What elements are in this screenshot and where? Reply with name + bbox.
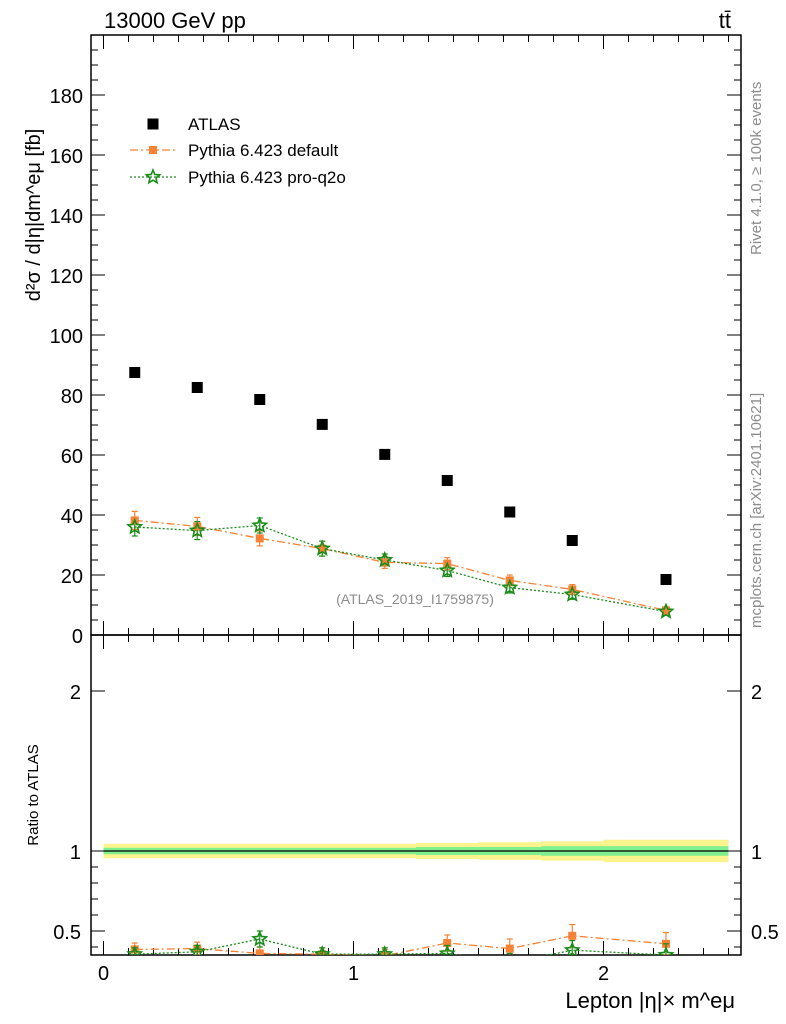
pythia-default-point	[193, 522, 202, 531]
header-left-label: 13000 GeV pp	[104, 8, 246, 33]
main-axis-ticks: 0 20 40 60 80 100 120 140 160 180	[50, 34, 741, 648]
y-tick-label-main: 180	[50, 86, 83, 108]
legend-atlas-marker	[147, 118, 159, 130]
ratio-axis-ticks: 0.5 0.5 1 1 2 2	[53, 635, 779, 955]
ratio-y-tick-label-right: 2	[751, 682, 762, 704]
legend: ATLAS Pythia 6.423 default Pythia 6.423 pr…	[130, 115, 346, 187]
pythia-q2o-point	[251, 516, 269, 533]
atlas-point	[254, 394, 266, 405]
atlas-point	[566, 535, 578, 546]
x-tick-label: 0	[98, 963, 109, 985]
ratio-y-tick-label-right: 1	[751, 842, 762, 864]
ratio-pythia-q2o-point	[376, 945, 394, 955]
ratio-pythia-q2o-point	[188, 942, 206, 955]
ratio-pythia-default-point	[568, 931, 577, 940]
ratio-data-marks	[126, 923, 675, 955]
y-tick-label-main: 20	[61, 566, 83, 588]
atlas-point	[191, 382, 203, 393]
y-tick-label-main: 0	[72, 626, 83, 648]
main-data-marks	[126, 367, 675, 619]
atlas-point	[441, 475, 453, 486]
ratio-uncertainty-band	[103, 839, 729, 863]
y-tick-label-main: 120	[50, 266, 83, 288]
y-axis-label-main: d²σ / d|η|dm^eμ [fb]	[23, 129, 45, 302]
ratio-y-tick-label-left: 0.5	[53, 922, 81, 944]
series-line	[134, 519, 667, 612]
atlas-point	[316, 418, 328, 430]
legend-label: Pythia 6.423 pro-q2o	[188, 168, 346, 187]
y-tick-label-main: 60	[61, 446, 83, 468]
ratio-pythia-q2o-point	[126, 945, 144, 955]
header-right-label: tt̄	[719, 8, 731, 33]
atlas-point	[504, 506, 516, 518]
ratio-pythia-q2o-point	[438, 944, 456, 955]
y-tick-label-main: 80	[61, 386, 83, 408]
ratio-pythia-default-point	[443, 939, 452, 947]
main-plot-panel: 0 20 40 60 80 100 120 140 160 180 (ATLAS_2019_I17…	[50, 34, 742, 648]
ratio-pythia-q2o-point	[251, 929, 269, 947]
ratio-series-line	[134, 935, 667, 955]
legend-default-marker	[149, 146, 157, 154]
y-tick-label-main: 100	[50, 326, 83, 348]
ratio-plot-frame	[90, 634, 742, 956]
pythia-q2o-point	[438, 561, 456, 578]
ratio-y-tick-label-left: 2	[70, 682, 81, 704]
ratio-pythia-default-point	[505, 944, 514, 953]
pythia-q2o-point	[126, 517, 144, 535]
y-tick-label-main: 140	[50, 206, 83, 228]
ratio-series-line	[134, 938, 667, 955]
ratio-pythia-q2o-point	[657, 945, 675, 955]
ratio-series-group	[126, 923, 675, 955]
analysis-watermark: (ATLAS_2019_I1759875)	[336, 591, 494, 607]
legend-label: Pythia 6.423 default	[188, 141, 339, 160]
x-tick-label: 2	[598, 963, 609, 985]
series-line	[134, 524, 667, 613]
atlas-point	[660, 574, 672, 585]
ratio-y-tick-label-left: 1	[70, 842, 81, 864]
y-axis-label-ratio: Ratio to ATLAS	[25, 744, 42, 845]
legend-label: ATLAS	[188, 115, 241, 134]
legend-q2o-marker	[144, 167, 162, 185]
pythia-q2o-point	[188, 521, 206, 538]
x-tick-label: 1	[348, 963, 359, 985]
ratio-pythia-default-point	[255, 949, 264, 955]
x-tick-labels: 0 1 2	[98, 963, 609, 985]
pythia-default-point	[255, 534, 264, 543]
pythia-q2o-point	[313, 539, 331, 556]
ratio-y-tick-label-right: 0.5	[751, 922, 779, 944]
atlas-point	[129, 367, 141, 378]
pythia-q2o-point	[563, 585, 581, 602]
pythia-default-point	[318, 544, 327, 553]
pythia-q2o-point	[657, 602, 675, 619]
ratio-pythia-q2o-point	[509, 953, 511, 955]
pythia-default-point	[662, 606, 670, 615]
pythia-q2o-point	[501, 578, 519, 595]
side-text-rivet: Rivet 4.1.0, ≥ 100k events	[748, 82, 765, 255]
ratio-pythia-q2o-point	[563, 941, 581, 955]
y-tick-label-main: 160	[50, 146, 83, 168]
x-axis-label: Lepton |η|× m^eμ	[565, 988, 735, 1013]
atlas-point	[379, 448, 391, 460]
ratio-pythia-q2o-point	[313, 945, 331, 955]
pythia-q2o-point	[376, 550, 394, 568]
y-tick-label-main: 40	[61, 506, 83, 528]
side-text-mcplots: mcplots.cern.ch [arXiv:2401.10621]	[748, 393, 765, 628]
ratio-plot-panel: 0.5 0.5 1 1 2 2	[53, 634, 779, 956]
